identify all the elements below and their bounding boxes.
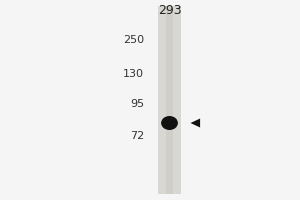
Text: 95: 95 xyxy=(130,99,144,109)
Ellipse shape xyxy=(161,116,178,130)
Bar xyxy=(158,6,181,194)
Text: 72: 72 xyxy=(130,131,144,141)
Bar xyxy=(166,6,173,194)
Text: 250: 250 xyxy=(123,35,144,45)
Polygon shape xyxy=(190,119,200,127)
Text: 293: 293 xyxy=(158,3,181,17)
Text: 130: 130 xyxy=(123,69,144,79)
